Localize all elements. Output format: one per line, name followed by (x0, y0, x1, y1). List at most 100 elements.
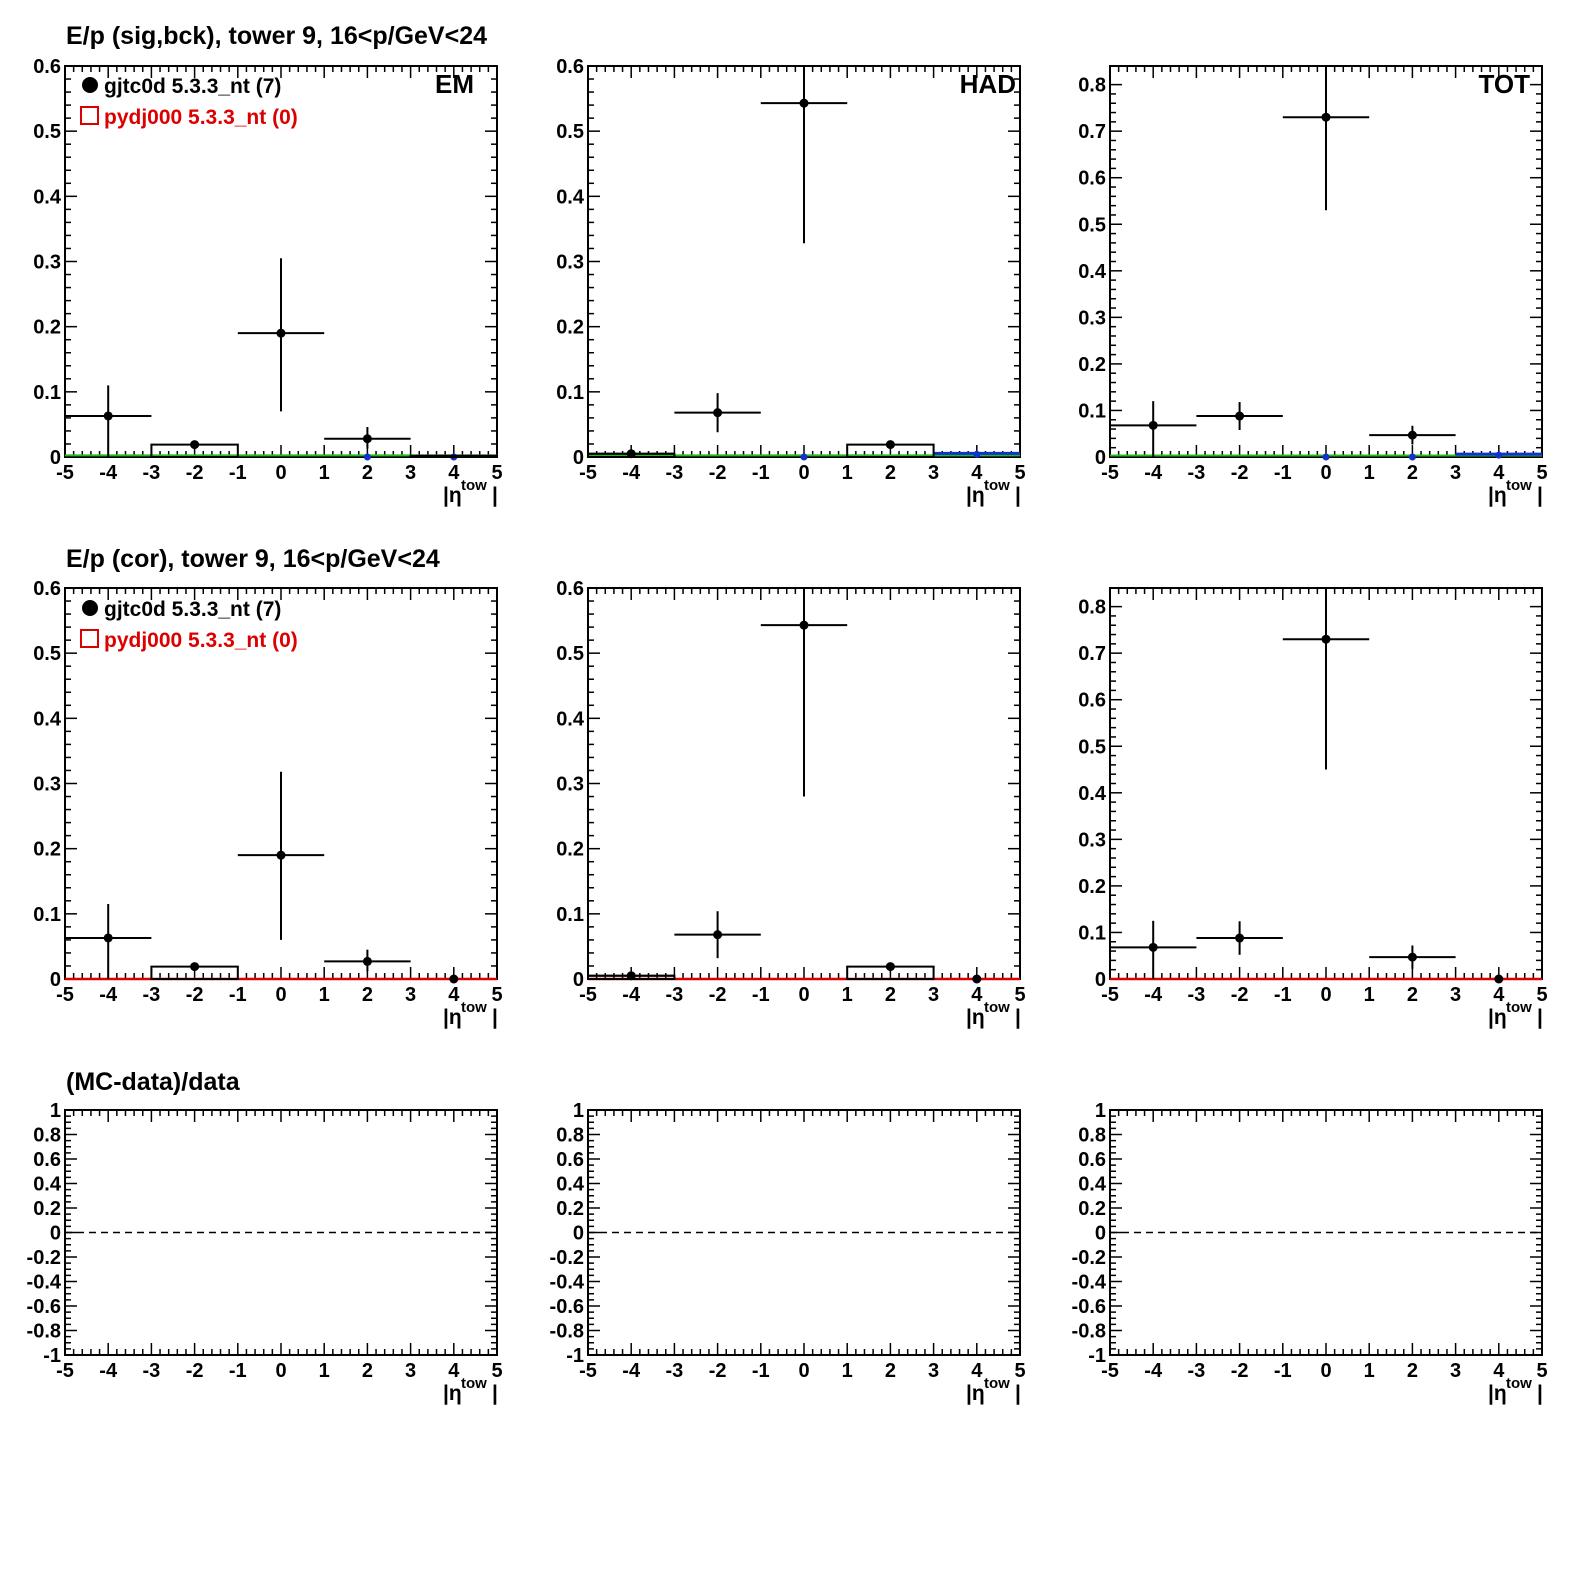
x-tick-label: 0 (798, 984, 809, 1006)
x-axis-title-sup: tow (461, 1375, 487, 1392)
data-point (885, 962, 895, 972)
y-tick-label: 0.8 (1078, 597, 1106, 619)
x-tick-label: -4 (1144, 984, 1163, 1006)
legend-text-mc-top: pydj000 5.3.3_nt (0) (104, 106, 298, 129)
panel-r1-c0: -5 -4 -3 -2 -1 0 1 2 3 4 5 |η tow | 0 0.1 0.2 0.3 0.4 0.5 0.… (33, 578, 502, 1029)
y-tick-label: 0.2 (556, 1198, 584, 1220)
data-point (799, 98, 809, 108)
background-point (800, 453, 808, 461)
y-tick-label: 0.6 (1078, 168, 1106, 190)
background-point (363, 453, 371, 461)
x-tick-label: 0 (798, 462, 809, 484)
x-axis-title-end: | (492, 484, 498, 507)
x-tick-label: 1 (319, 984, 330, 1006)
x-tick-label: 3 (1450, 462, 1461, 484)
y-tick-label: -0.2 (27, 1247, 61, 1269)
y-tick-label: 0.4 (556, 186, 585, 208)
x-tick-label: 5 (491, 984, 502, 1006)
y-tick-label: 0 (1095, 969, 1106, 991)
x-tick-label: -3 (143, 1360, 161, 1382)
x-axis-title-end: | (492, 1006, 498, 1029)
x-tick-label: -5 (1101, 462, 1119, 484)
x-axis-title: |η (1488, 1006, 1507, 1029)
x-tick-label: 2 (885, 462, 896, 484)
y-tick-label: 0.2 (1078, 876, 1106, 898)
x-tick-label: 2 (885, 1360, 896, 1382)
x-tick-label: 4 (1493, 984, 1505, 1006)
x-tick-label: -3 (1188, 984, 1206, 1006)
legend-marker-mc-top (80, 106, 99, 125)
y-tick-label: 0.3 (33, 774, 61, 796)
y-tick-label: 0.6 (1078, 690, 1106, 712)
y-tick-label: 0.5 (33, 643, 61, 665)
y-tick-label: 0.3 (1078, 307, 1106, 329)
x-axis-title-end: | (1537, 484, 1543, 507)
x-tick-label: 4 (971, 462, 983, 484)
data-point (1148, 420, 1158, 430)
y-tick-label: -1 (566, 1345, 584, 1367)
y-tick-label: 1 (573, 1100, 584, 1122)
y-tick-label: -0.6 (550, 1296, 584, 1318)
x-axis-title-end: | (1537, 1382, 1543, 1405)
y-tick-label: 0.1 (556, 904, 584, 926)
data-point (1321, 112, 1331, 122)
y-tick-label: 0.6 (1078, 1149, 1106, 1171)
y-tick-label: 0.3 (556, 252, 584, 274)
y-tick-label: 0 (573, 1223, 584, 1245)
x-tick-label: 5 (1014, 984, 1025, 1006)
y-tick-label: 0.6 (556, 578, 584, 600)
x-tick-label: 4 (448, 462, 460, 484)
y-tick-label: 0.5 (556, 643, 584, 665)
x-tick-label: -4 (622, 1360, 641, 1382)
x-tick-label: 2 (1407, 1360, 1418, 1382)
x-tick-label: -5 (1101, 1360, 1119, 1382)
y-tick-label: 0 (50, 447, 61, 469)
y-tick-label: 0.4 (33, 1174, 62, 1196)
x-tick-label: 4 (1493, 462, 1505, 484)
x-tick-label: -2 (186, 984, 204, 1006)
x-tick-label: -1 (752, 462, 770, 484)
y-tick-label: 0.4 (1078, 261, 1107, 283)
legend-top: gjtc0d 5.3.3_nt (7) pydj000 5.3.3_nt (0) (80, 75, 298, 129)
data-point (713, 408, 723, 418)
x-tick-label: 4 (448, 1360, 460, 1382)
x-axis-title: |η (443, 484, 462, 507)
x-tick-label: -2 (1231, 984, 1249, 1006)
x-tick-label: -5 (56, 462, 74, 484)
x-tick-label: 2 (362, 1360, 373, 1382)
x-tick-label: -2 (186, 1360, 204, 1382)
panel-r0-c2: -5 -4 -3 -2 -1 0 1 2 3 4 5 |η tow | 0 0.1 0.2 0.3 0.4 0.5 0.… (1078, 65, 1548, 507)
y-tick-label: -0.4 (1072, 1272, 1107, 1294)
data-point (972, 974, 982, 984)
data-point (713, 930, 723, 940)
x-tick-label: 2 (362, 462, 373, 484)
x-tick-label: -1 (752, 984, 770, 1006)
x-tick-label: -5 (56, 1360, 74, 1382)
x-tick-label: -3 (666, 984, 684, 1006)
data-point (1494, 974, 1504, 984)
x-axis-title-sup: tow (461, 477, 487, 494)
y-tick-label: 0.1 (1078, 922, 1106, 944)
x-tick-label: -1 (229, 984, 247, 1006)
panel-r0-c0: -5 -4 -3 -2 -1 0 1 2 3 4 5 |η tow | 0 0.1 0.2 0.3 0.4 0.5 0.… (33, 56, 502, 507)
x-tick-label: -5 (579, 984, 597, 1006)
x-tick-label: 4 (971, 1360, 983, 1382)
y-tick-label: -0.8 (550, 1321, 584, 1343)
row-title-sig-bck: E/p (sig,bck), tower 9, 16<p/GeV<24 (66, 22, 487, 50)
data-point (276, 850, 286, 860)
x-tick-label: 3 (928, 462, 939, 484)
x-axis-title: |η (1488, 1382, 1507, 1405)
panel-r0-c1: -5 -4 -3 -2 -1 0 1 2 3 4 5 |η tow | 0 0.1 0.2 0.3 0.4 0.5 0.… (556, 56, 1025, 507)
x-tick-label: 1 (1364, 462, 1375, 484)
x-axis-title-sup: tow (1506, 1375, 1532, 1392)
y-tick-label: -1 (43, 1345, 61, 1367)
y-tick-label: 0 (573, 447, 584, 469)
y-tick-label: 0.3 (33, 252, 61, 274)
y-tick-label: -0.2 (550, 1247, 584, 1269)
y-tick-label: 0.4 (33, 708, 62, 730)
y-tick-label: 0.2 (556, 317, 584, 339)
x-tick-label: -2 (186, 462, 204, 484)
y-tick-label: 0.3 (1078, 829, 1106, 851)
x-tick-label: -5 (579, 1360, 597, 1382)
